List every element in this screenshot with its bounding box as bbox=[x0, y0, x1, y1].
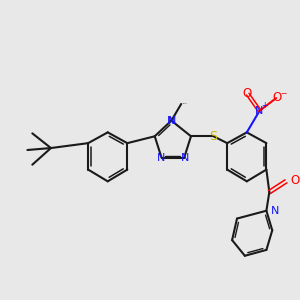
Text: −: − bbox=[280, 89, 286, 98]
Text: O: O bbox=[242, 87, 251, 100]
Text: O: O bbox=[291, 174, 300, 187]
Text: S: S bbox=[209, 130, 217, 143]
Text: methyl: methyl bbox=[183, 102, 188, 104]
Text: N: N bbox=[181, 153, 189, 163]
Text: N: N bbox=[156, 153, 165, 163]
Text: +: + bbox=[261, 101, 268, 110]
Text: N: N bbox=[167, 116, 176, 126]
Text: N: N bbox=[255, 106, 264, 116]
Text: N: N bbox=[271, 206, 280, 216]
Text: N: N bbox=[168, 116, 177, 126]
Text: O: O bbox=[272, 91, 282, 103]
